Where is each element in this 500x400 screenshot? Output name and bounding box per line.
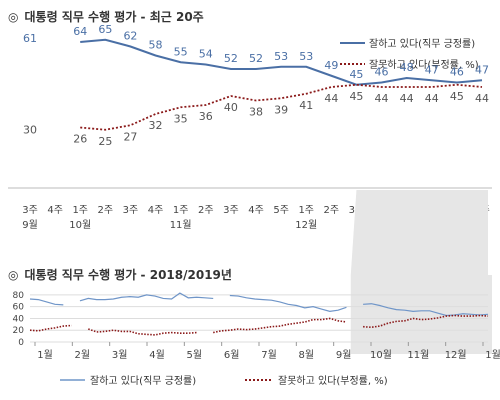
month-tick-0: 1월	[37, 349, 53, 361]
month-tick-4: 5월	[187, 349, 203, 361]
chart2-title: ◎ 대통령 직무 수행 평가 - 2018/2019년	[8, 268, 232, 282]
y-tick-0: 0	[18, 338, 24, 348]
series-1-label-15: 44	[400, 92, 414, 105]
series-0-label-0: 61	[23, 32, 37, 45]
series-0-label-11: 53	[299, 50, 313, 63]
x-tick-week-2: 1주	[72, 205, 88, 216]
series-0-label-5: 58	[149, 39, 163, 52]
x-tick-week-4: 3주	[123, 205, 139, 216]
chart2-legend-label-negative: 잘못하고 있다(부정률, %)	[278, 374, 388, 387]
series-0-label-6: 55	[174, 45, 188, 58]
legend-label-positive: 잘하고 있다(직무 긍정률)	[369, 37, 475, 50]
series-0-label-16: 47	[425, 63, 439, 76]
series-1-label-17: 45	[450, 90, 464, 103]
series-1-label-2: 26	[73, 133, 87, 146]
month-tick-11: 12월	[445, 349, 467, 361]
series-0-label-4: 62	[123, 30, 137, 43]
series-0-label-7: 54	[199, 48, 213, 61]
y-tick-1: 20	[13, 326, 25, 336]
series-0-label-8: 52	[224, 52, 238, 65]
series-0-label-15: 48	[400, 61, 414, 74]
series-0-line-1	[80, 38, 483, 86]
series-1-line-1	[80, 83, 483, 131]
chart2-series-1-line-1	[88, 328, 197, 336]
series-1-label-5: 32	[149, 119, 163, 132]
series-1-label-13: 45	[349, 90, 363, 103]
chart2-series-0-line-2	[229, 294, 347, 312]
series-0-label-2: 64	[73, 25, 87, 38]
x-tick-week-8: 3주	[223, 205, 239, 216]
zoom-connector	[350, 190, 488, 275]
y-tick-4: 80	[13, 291, 25, 301]
chart1-title: ◎ 대통령 직무 수행 평가 - 최근 20주	[8, 10, 204, 24]
series-0-label-13: 45	[349, 68, 363, 81]
x-tick-month-6: 11월	[170, 219, 192, 231]
x-tick-month-11: 12월	[295, 219, 317, 231]
x-tick-week-11: 1주	[298, 205, 314, 216]
series-0-label-9: 52	[249, 52, 263, 65]
series-1-label-11: 41	[299, 99, 313, 112]
chart2-series-0-line-1	[79, 292, 214, 302]
month-tick-5: 6월	[224, 349, 240, 361]
x-tick-week-5: 4주	[148, 205, 164, 216]
month-tick-10: 11월	[407, 349, 429, 361]
month-tick-12: 1월	[485, 349, 500, 361]
series-0-label-3: 65	[98, 23, 112, 36]
month-tick-1: 2월	[75, 349, 91, 361]
series-0-label-18: 47	[475, 63, 489, 76]
x-tick-week-6: 1주	[173, 205, 189, 216]
series-1-label-18: 44	[475, 92, 489, 105]
y-tick-3: 60	[13, 303, 25, 313]
month-tick-7: 8월	[299, 349, 315, 361]
y-tick-2: 40	[13, 314, 25, 324]
x-tick-week-7: 2주	[198, 205, 214, 216]
chart2-series-0-line-3	[363, 303, 489, 317]
x-tick-week-12: 2주	[324, 205, 340, 216]
x-tick-week-9: 4주	[248, 205, 264, 216]
series-0-label-10: 53	[274, 50, 288, 63]
x-tick-week-10: 5주	[273, 205, 289, 216]
chart2-legend-label-positive: 잘하고 있다(직무 긍정률)	[90, 374, 196, 387]
chart2-series-1-line-0	[29, 324, 72, 332]
legend-label-negative: 잘못하고 있다(부정률, %)	[369, 58, 479, 71]
series-1-label-4: 27	[123, 130, 137, 143]
series-1-label-3: 25	[98, 135, 112, 148]
series-0-label-14: 46	[375, 66, 389, 79]
month-tick-3: 4월	[149, 349, 165, 361]
month-tick-6: 7월	[261, 349, 277, 361]
month-tick-2: 3월	[112, 349, 128, 361]
series-1-label-12: 44	[324, 92, 338, 105]
x-tick-month-0: 9월	[22, 219, 38, 231]
series-1-label-7: 36	[199, 110, 213, 123]
chart2-series-0-line-0	[29, 298, 64, 306]
series-1-label-10: 39	[274, 103, 288, 116]
month-tick-9: 10월	[370, 349, 392, 361]
series-1-label-6: 35	[174, 112, 188, 125]
series-0-label-17: 46	[450, 66, 464, 79]
series-1-label-8: 40	[224, 101, 238, 114]
series-1-label-14: 44	[375, 92, 389, 105]
x-tick-month-2: 10월	[69, 219, 91, 231]
series-1-label-16: 44	[425, 92, 439, 105]
x-tick-week-0: 3주	[22, 205, 38, 216]
series-1-label-0: 30	[23, 124, 37, 137]
series-1-label-9: 38	[249, 106, 263, 119]
chart2-series-1-line-2	[213, 317, 347, 334]
x-tick-week-1: 4주	[47, 205, 63, 216]
month-tick-8: 9월	[336, 349, 352, 361]
series-0-label-12: 49	[324, 59, 338, 72]
x-tick-week-3: 2주	[98, 205, 114, 216]
chart2-series-1-line-3	[363, 314, 489, 329]
